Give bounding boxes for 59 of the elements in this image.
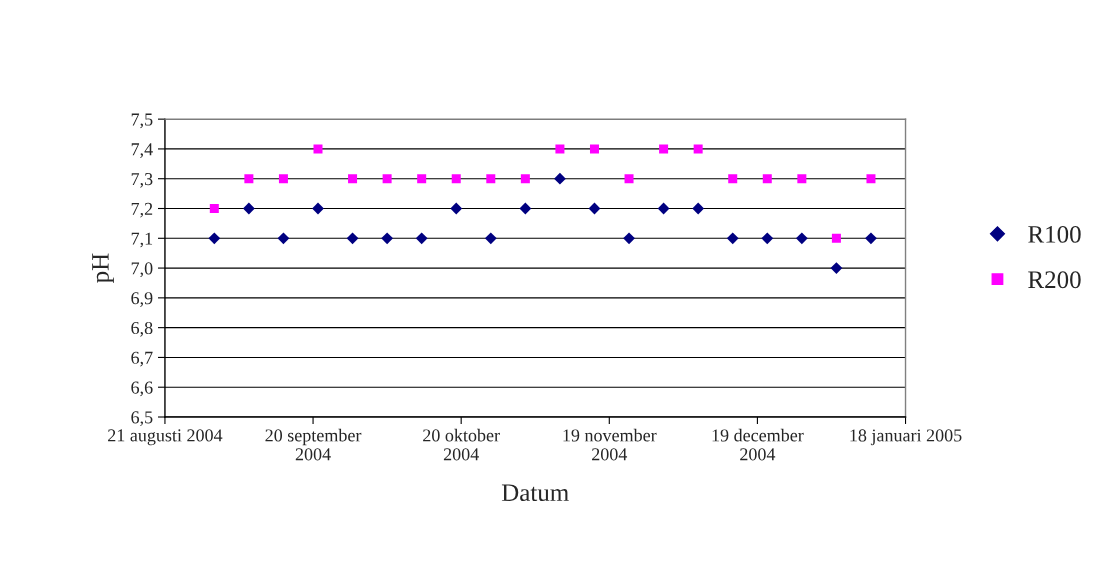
legend-label: R100	[1028, 225, 1081, 243]
point	[450, 202, 463, 215]
point	[417, 174, 427, 184]
point	[415, 232, 428, 245]
y-axis-title: pH	[92, 253, 114, 283]
y-tick-label: 6,7	[131, 351, 153, 367]
x-tick-label: 18 januari 2005	[850, 429, 962, 446]
point	[209, 204, 219, 213]
point	[208, 232, 221, 245]
point	[519, 202, 532, 215]
x-tick-label: 20 oktober 2004	[423, 428, 500, 461]
point	[866, 174, 876, 184]
legend-label: R200	[1028, 271, 1081, 289]
point	[762, 174, 772, 184]
point	[484, 232, 497, 245]
x-tick-label: 19 november 2004	[563, 428, 657, 461]
x-axis-title: Datum	[501, 484, 569, 502]
point	[865, 232, 877, 245]
point	[451, 174, 461, 184]
point	[486, 174, 496, 184]
point	[520, 174, 530, 184]
y-tick-label: 7,3	[131, 173, 153, 188]
point	[381, 232, 394, 245]
point	[554, 172, 566, 185]
point	[244, 174, 254, 184]
point	[693, 144, 703, 154]
point	[589, 144, 599, 154]
y-tick-label: 6,9	[131, 292, 153, 307]
y-tick-label: 6,8	[131, 321, 153, 337]
y-tick-label: 7,1	[131, 232, 153, 248]
y-tick-label: 7,0	[131, 262, 153, 278]
point	[795, 232, 808, 245]
point	[346, 232, 359, 245]
x-tick-label: 21 augusti 2004	[108, 429, 223, 446]
point	[761, 232, 774, 245]
point	[659, 144, 669, 154]
point	[624, 174, 634, 184]
y-tick-label: 7,2	[131, 202, 153, 218]
point	[242, 202, 255, 215]
point	[277, 232, 290, 245]
point	[831, 233, 841, 243]
point	[555, 144, 565, 154]
point	[348, 174, 358, 184]
point	[830, 262, 843, 274]
x-tick-label: 19 december 2004	[712, 428, 804, 461]
point	[623, 232, 635, 245]
y-tick-label: 6,6	[131, 381, 153, 397]
point	[726, 232, 739, 245]
y-tick-label: 7,4	[131, 143, 153, 158]
x-tick-label: 20 september 2004	[265, 428, 362, 461]
point	[382, 174, 392, 184]
point	[313, 144, 323, 154]
y-tick-label: 6,5	[131, 411, 153, 427]
point	[797, 174, 807, 184]
point	[728, 174, 738, 184]
point	[278, 174, 288, 184]
y-tick-label: 7,5	[131, 113, 153, 129]
point	[312, 202, 324, 215]
point	[692, 202, 705, 215]
